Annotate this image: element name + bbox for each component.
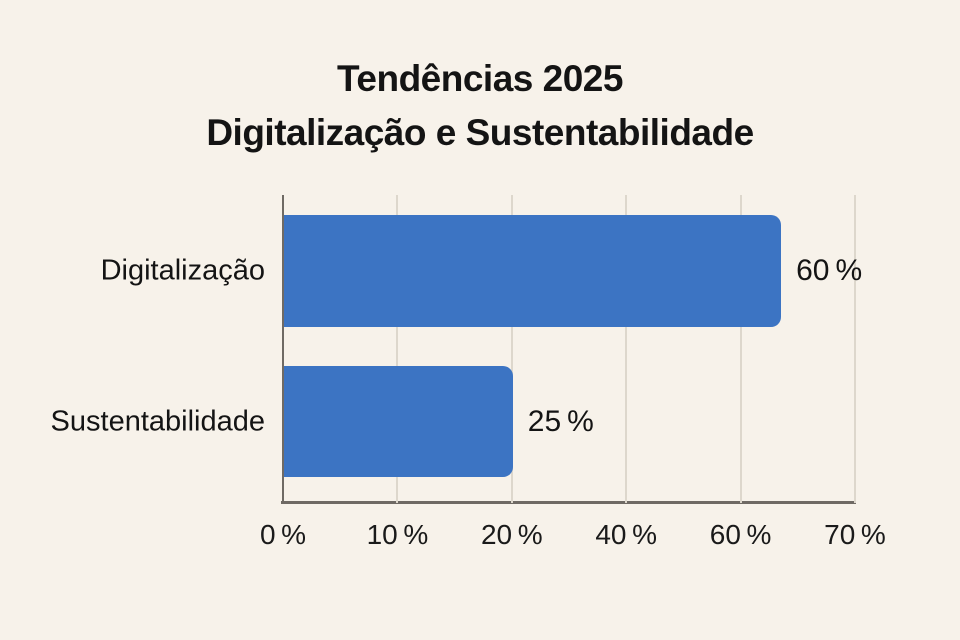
chart-title: Tendências 2025 Digitalização e Sustenta…	[0, 52, 960, 160]
gridline	[625, 195, 628, 503]
x-tick-label: 40 %	[595, 519, 658, 550]
bar-value-label: 25 %	[527, 404, 594, 438]
bar-2	[284, 366, 513, 477]
gridline	[396, 195, 399, 503]
gridline	[510, 195, 513, 503]
gridline	[854, 195, 856, 503]
x-tick-label: 70 %	[824, 519, 886, 550]
chart-title-line1: Tendências 2025	[337, 58, 623, 99]
x-tick-label: 60 %	[709, 519, 772, 550]
category-label: Digitalização	[100, 254, 265, 287]
x-axis-line	[281, 501, 856, 504]
x-tick-label: 0 %	[259, 519, 307, 550]
bar-value-label: 60 %	[796, 254, 863, 287]
y-axis-line	[282, 195, 284, 504]
category-label: Sustentabilidade	[50, 405, 265, 437]
gridline	[739, 195, 742, 503]
bar-1	[284, 215, 782, 327]
x-tick-label: 10 %	[366, 519, 429, 550]
x-tick-label: 20 %	[480, 519, 543, 550]
chart-title-line2: Digitalização e Sustentabilidade	[206, 112, 754, 153]
